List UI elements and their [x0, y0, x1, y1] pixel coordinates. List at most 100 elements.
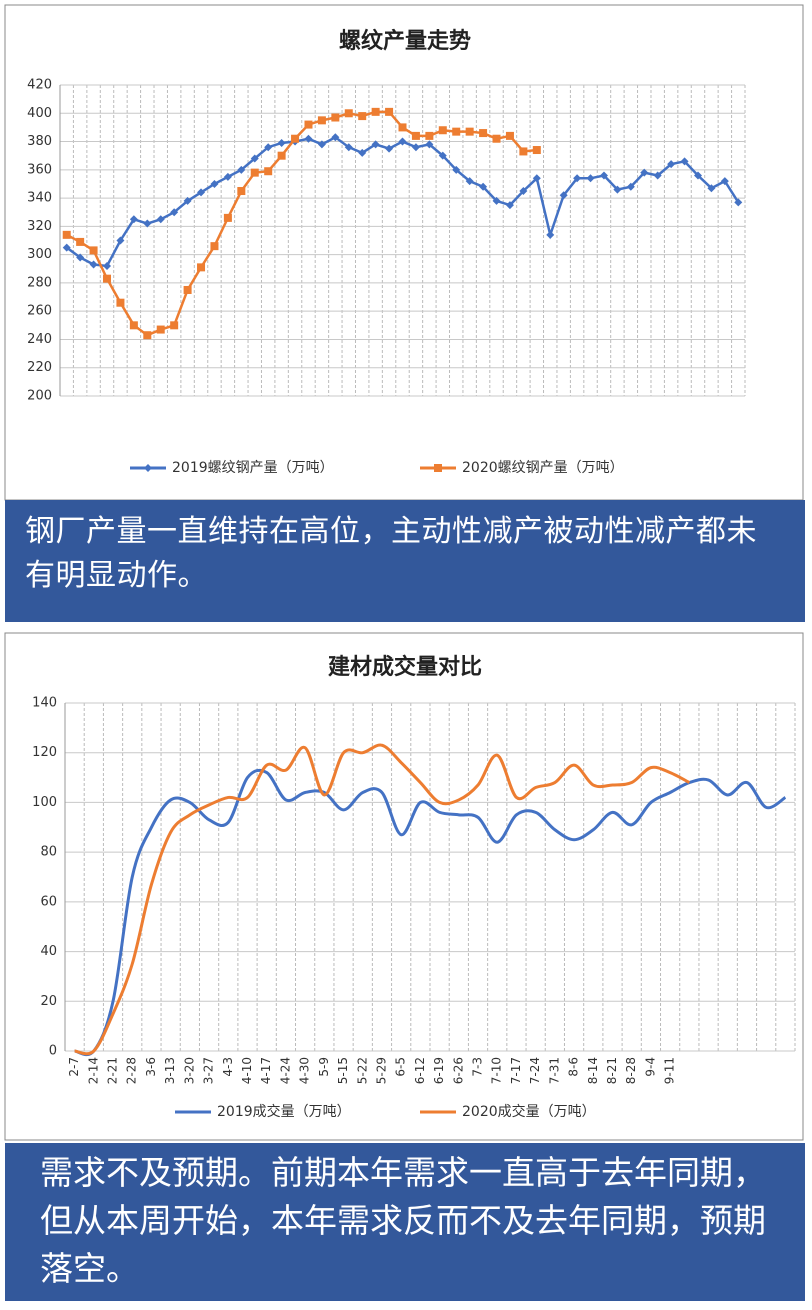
x-tick-label: 5-22 — [355, 1057, 369, 1084]
x-tick-label: 6-26 — [451, 1057, 465, 1084]
marker — [358, 148, 367, 157]
marker — [277, 138, 286, 147]
chart-title: 螺纹产量走势 — [339, 28, 471, 54]
marker — [237, 165, 246, 174]
chart-title: 建材成交量对比 — [328, 654, 482, 680]
x-tick-label: 9-4 — [643, 1057, 657, 1077]
y-tick-label: 420 — [27, 78, 52, 93]
marker — [344, 109, 353, 118]
marker — [720, 177, 729, 186]
legend-label: 2019成交量（万吨） — [217, 1103, 351, 1120]
marker — [371, 140, 380, 149]
marker — [183, 196, 192, 205]
x-tick-label: 7-31 — [547, 1057, 561, 1084]
marker — [89, 246, 98, 255]
y-tick-label: 340 — [27, 191, 52, 206]
marker — [371, 107, 380, 116]
marker — [62, 243, 71, 252]
marker — [129, 321, 138, 330]
marker — [331, 133, 340, 142]
marker — [573, 174, 582, 183]
marker — [492, 134, 501, 143]
marker — [505, 201, 514, 210]
marker — [613, 185, 622, 194]
marker — [532, 146, 541, 155]
x-tick-label: 7-24 — [528, 1057, 542, 1084]
x-tick-label: 8-6 — [567, 1057, 581, 1077]
x-tick-label: 8-14 — [586, 1057, 600, 1084]
marker — [640, 168, 649, 177]
marker — [465, 127, 474, 136]
marker — [197, 188, 206, 197]
marker — [559, 191, 568, 200]
marker — [398, 137, 407, 146]
marker — [626, 182, 635, 191]
marker — [331, 113, 340, 122]
marker — [465, 177, 474, 186]
marker — [250, 154, 259, 163]
marker — [479, 129, 488, 138]
x-tick-label: 4-24 — [278, 1057, 292, 1084]
marker — [438, 151, 447, 160]
marker — [304, 120, 313, 129]
legend-label: 2019螺纹钢产量（万吨） — [172, 460, 334, 476]
series-line — [74, 768, 787, 1057]
x-tick-label: 8-28 — [624, 1057, 638, 1084]
x-tick-label: 2-21 — [106, 1057, 120, 1084]
marker — [546, 230, 555, 239]
x-tick-label: 3-13 — [163, 1057, 177, 1084]
marker — [277, 151, 286, 160]
marker — [170, 208, 179, 217]
x-tick-label: 7-17 — [509, 1057, 523, 1084]
marker — [116, 298, 125, 307]
marker — [89, 260, 98, 269]
marker — [170, 321, 179, 330]
marker — [479, 182, 488, 191]
marker — [210, 179, 219, 188]
x-tick-label: 6-12 — [413, 1057, 427, 1084]
x-tick-label: 2-7 — [67, 1057, 81, 1077]
marker — [398, 123, 407, 132]
marker — [519, 147, 528, 156]
marker — [103, 261, 112, 270]
marker — [304, 134, 313, 143]
marker — [385, 144, 394, 153]
marker — [197, 263, 206, 272]
marker — [237, 187, 246, 196]
caption: 钢厂产量一直维持在高位，主动性减产被动性减产都未有明显动作。 — [5, 500, 805, 622]
marker — [317, 116, 326, 125]
marker — [317, 140, 326, 149]
marker — [492, 196, 501, 205]
x-tick-label: 7-3 — [471, 1057, 485, 1077]
y-tick-label: 0 — [49, 1044, 57, 1059]
marker — [344, 143, 353, 152]
x-tick-label: 4-3 — [221, 1057, 235, 1077]
x-tick-label: 5-29 — [374, 1057, 388, 1084]
y-tick-label: 60 — [40, 894, 57, 909]
series-line — [74, 743, 691, 1056]
legend-label: 2020螺纹钢产量（万吨） — [462, 460, 624, 476]
y-tick-label: 380 — [27, 134, 52, 149]
y-tick-label: 100 — [32, 795, 57, 810]
y-tick-label: 360 — [27, 162, 52, 177]
marker — [411, 143, 420, 152]
marker — [519, 187, 528, 196]
marker — [223, 172, 232, 181]
marker — [76, 253, 85, 262]
x-tick-label: 9-11 — [663, 1057, 677, 1084]
marker — [599, 171, 608, 180]
marker — [425, 140, 434, 149]
marker — [62, 230, 71, 239]
x-tick-label: 3-6 — [144, 1057, 158, 1077]
marker — [143, 331, 152, 340]
y-tick-label: 300 — [27, 247, 52, 262]
caption: 需求不及预期。前期本年需求一直高于去年同期，但从本周开始，本年需求反而不及去年同… — [5, 1143, 805, 1301]
marker — [156, 325, 165, 334]
marker — [183, 285, 192, 294]
marker — [116, 236, 125, 245]
marker — [667, 160, 676, 169]
y-tick-label: 120 — [32, 745, 57, 760]
marker — [103, 274, 112, 283]
y-tick-label: 20 — [40, 994, 57, 1009]
